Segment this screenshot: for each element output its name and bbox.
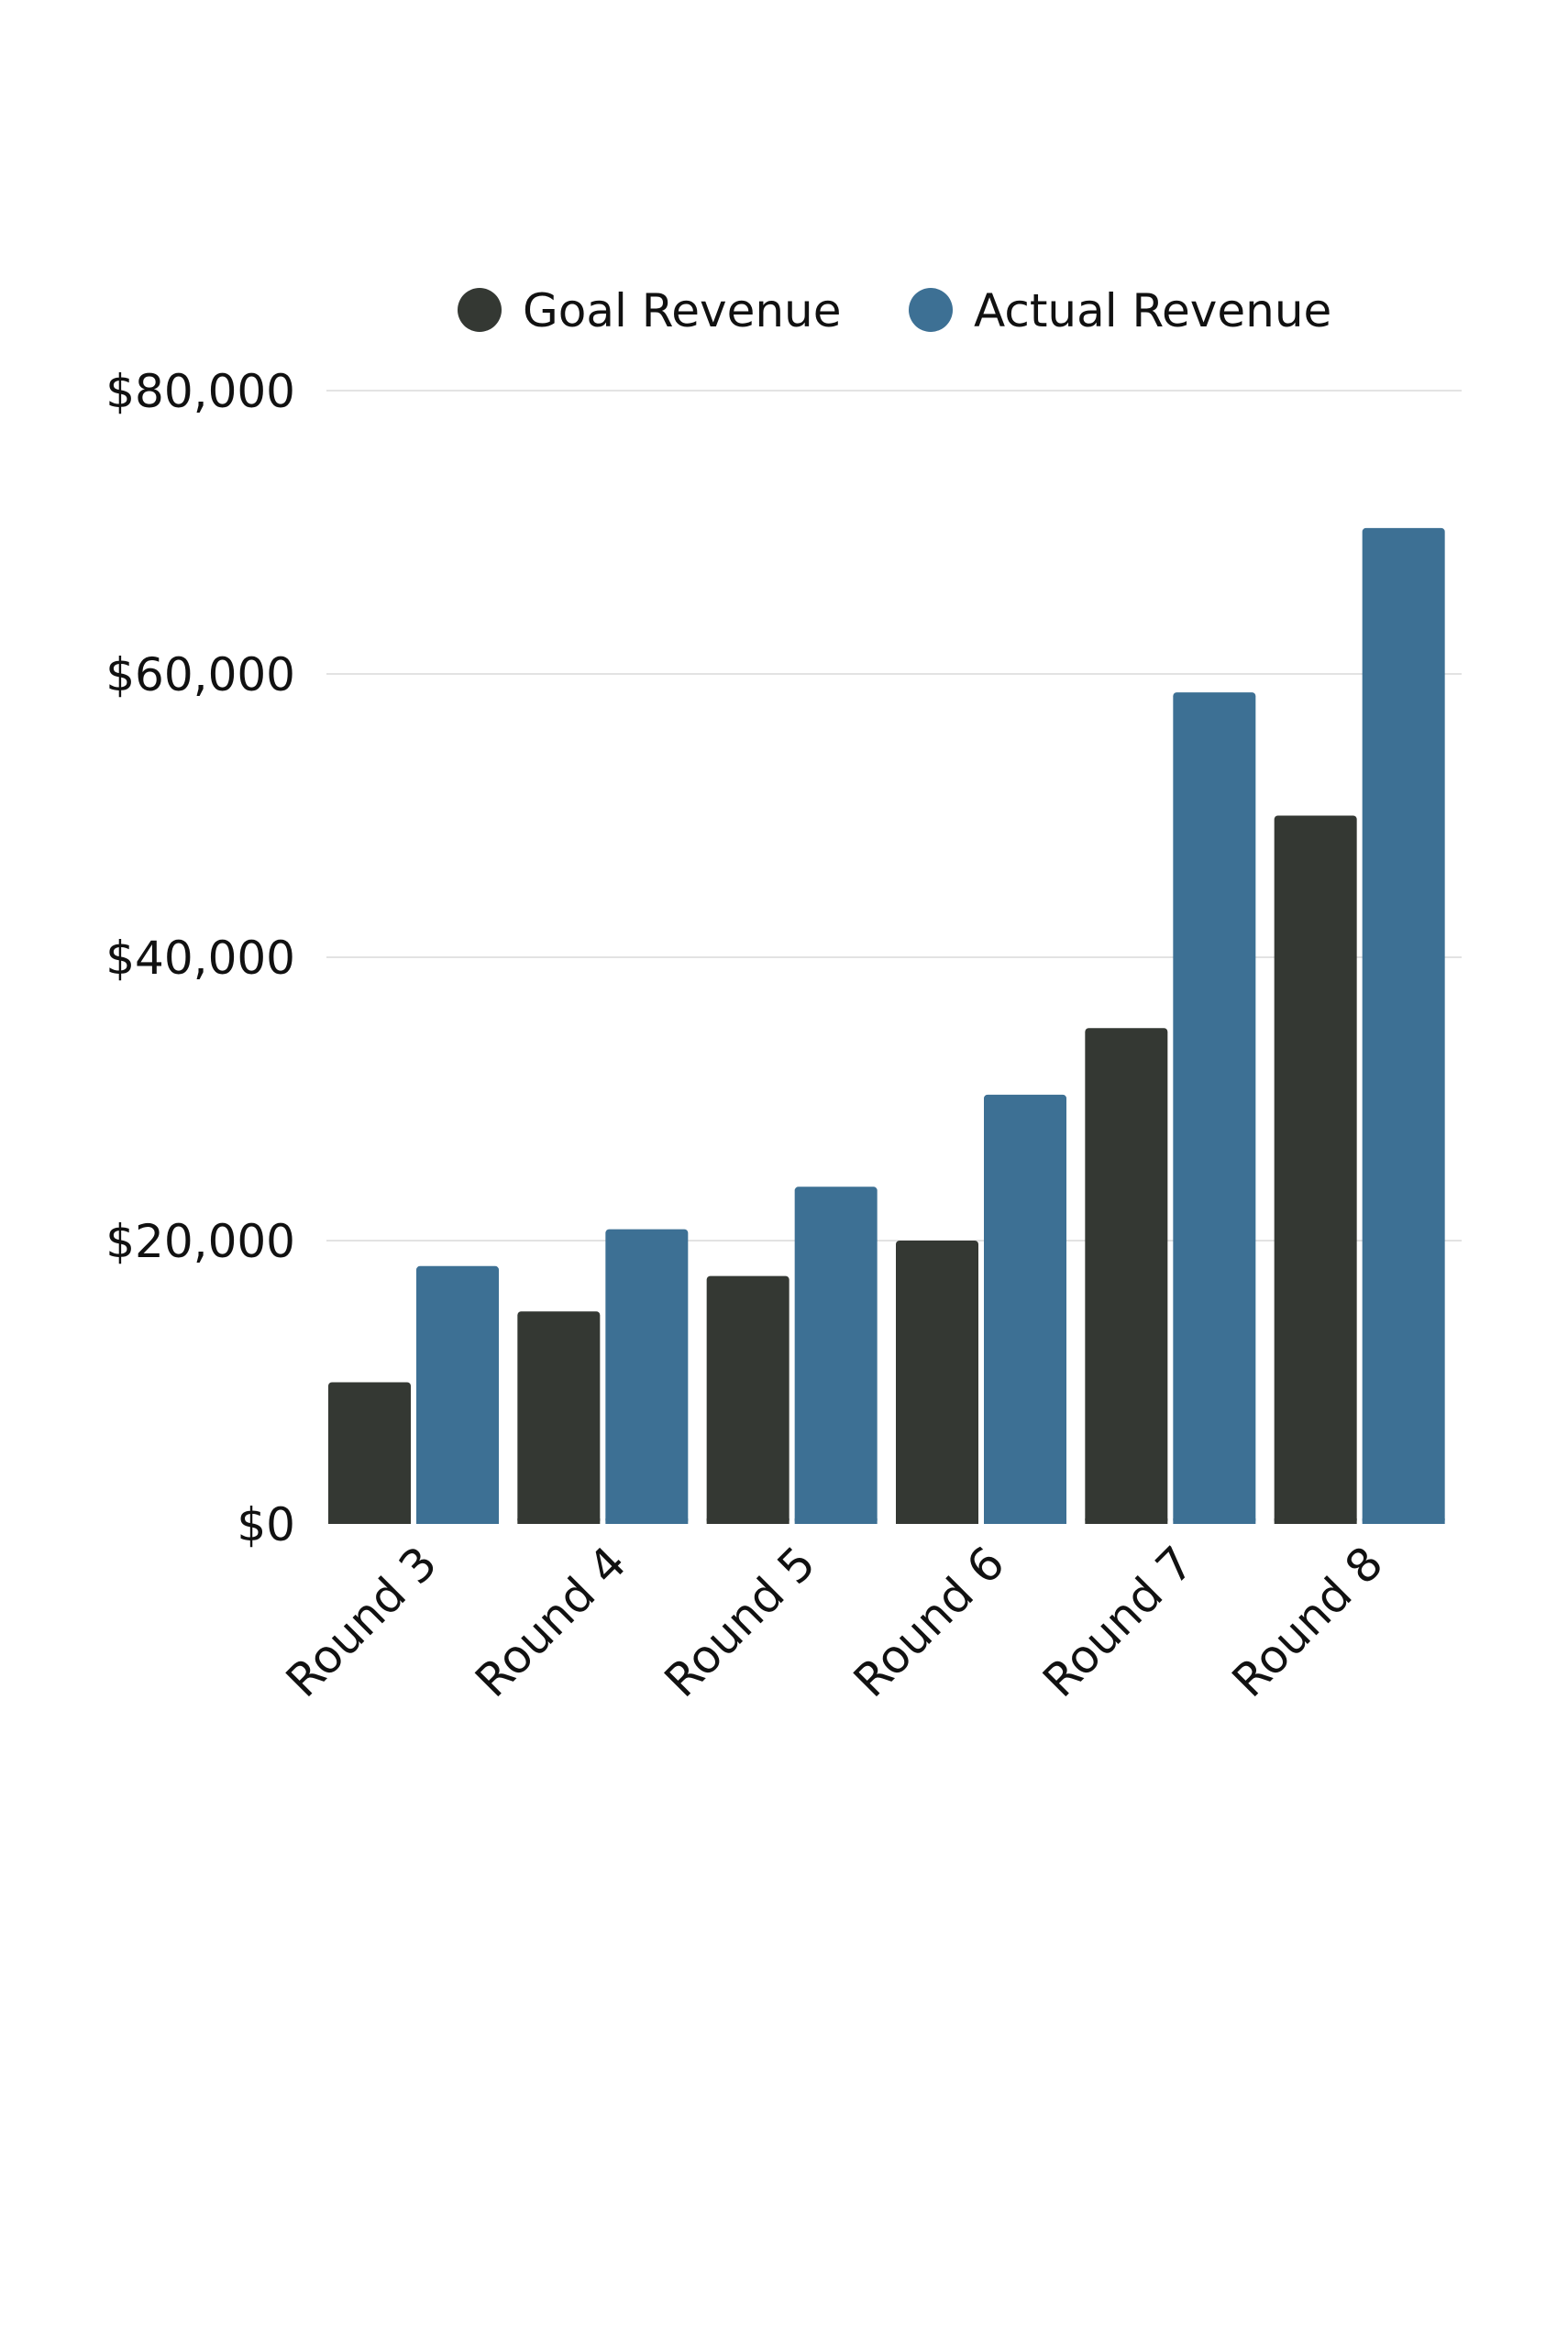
bar-base — [896, 1518, 978, 1524]
legend: Goal Revenue Actual Revenue — [458, 284, 1331, 337]
y-axis: $0 $20,000 $40,000 $60,000 $80,000 — [105, 365, 295, 1551]
x-tick-label: Round 8 — [1222, 1536, 1394, 1707]
x-tick-label: Round 5 — [655, 1536, 826, 1707]
bar-actual-revenue-round-6 — [984, 1094, 1066, 1524]
bar-base — [706, 1518, 790, 1524]
bar-base — [605, 1518, 689, 1524]
bar-actual-revenue-round-5 — [794, 1187, 878, 1524]
y-tick-label: $40,000 — [105, 932, 295, 985]
bar-base — [328, 1518, 411, 1524]
y-tick-label: $0 — [237, 1498, 295, 1551]
bar-goal-revenue-round-4 — [517, 1311, 601, 1524]
bar-goal-revenue-round-3 — [328, 1382, 411, 1524]
bar-base — [517, 1518, 601, 1524]
bar-base — [1274, 1518, 1357, 1524]
x-tick-label: Round 6 — [844, 1536, 1015, 1707]
bar-base — [794, 1518, 878, 1524]
bar-base — [1362, 1518, 1445, 1524]
bar-actual-revenue-round-7 — [1173, 692, 1256, 1524]
gridlines — [326, 390, 1462, 1242]
bar-base — [984, 1518, 1066, 1524]
legend-label-actual-revenue: Actual Revenue — [974, 284, 1331, 337]
legend-swatch-goal-revenue — [458, 288, 502, 332]
bars — [328, 527, 1445, 1524]
y-tick-label: $20,000 — [105, 1215, 295, 1268]
x-tick-label: Round 4 — [465, 1536, 636, 1707]
bar-base — [416, 1518, 499, 1524]
legend-label-goal-revenue: Goal Revenue — [523, 284, 842, 337]
x-axis: Round 3 Round 4 Round 5 Round 6 Round 7 Round… — [276, 1536, 1393, 1707]
bar-goal-revenue-round-6 — [896, 1241, 978, 1524]
y-tick-label: $80,000 — [105, 365, 295, 418]
bar-actual-revenue-round-4 — [605, 1229, 689, 1524]
bar-actual-revenue-round-3 — [416, 1265, 499, 1524]
bar-goal-revenue-round-5 — [706, 1275, 790, 1524]
bar-goal-revenue-round-7 — [1085, 1028, 1168, 1524]
x-tick-label: Round 7 — [1032, 1536, 1204, 1707]
bar-base — [1085, 1518, 1168, 1524]
bar-base — [1173, 1518, 1256, 1524]
bar-actual-revenue-round-8 — [1362, 527, 1445, 1524]
y-tick-label: $60,000 — [105, 648, 295, 701]
bar-goal-revenue-round-8 — [1274, 815, 1357, 1524]
x-tick-label: Round 3 — [276, 1536, 447, 1707]
legend-swatch-actual-revenue — [909, 288, 953, 332]
